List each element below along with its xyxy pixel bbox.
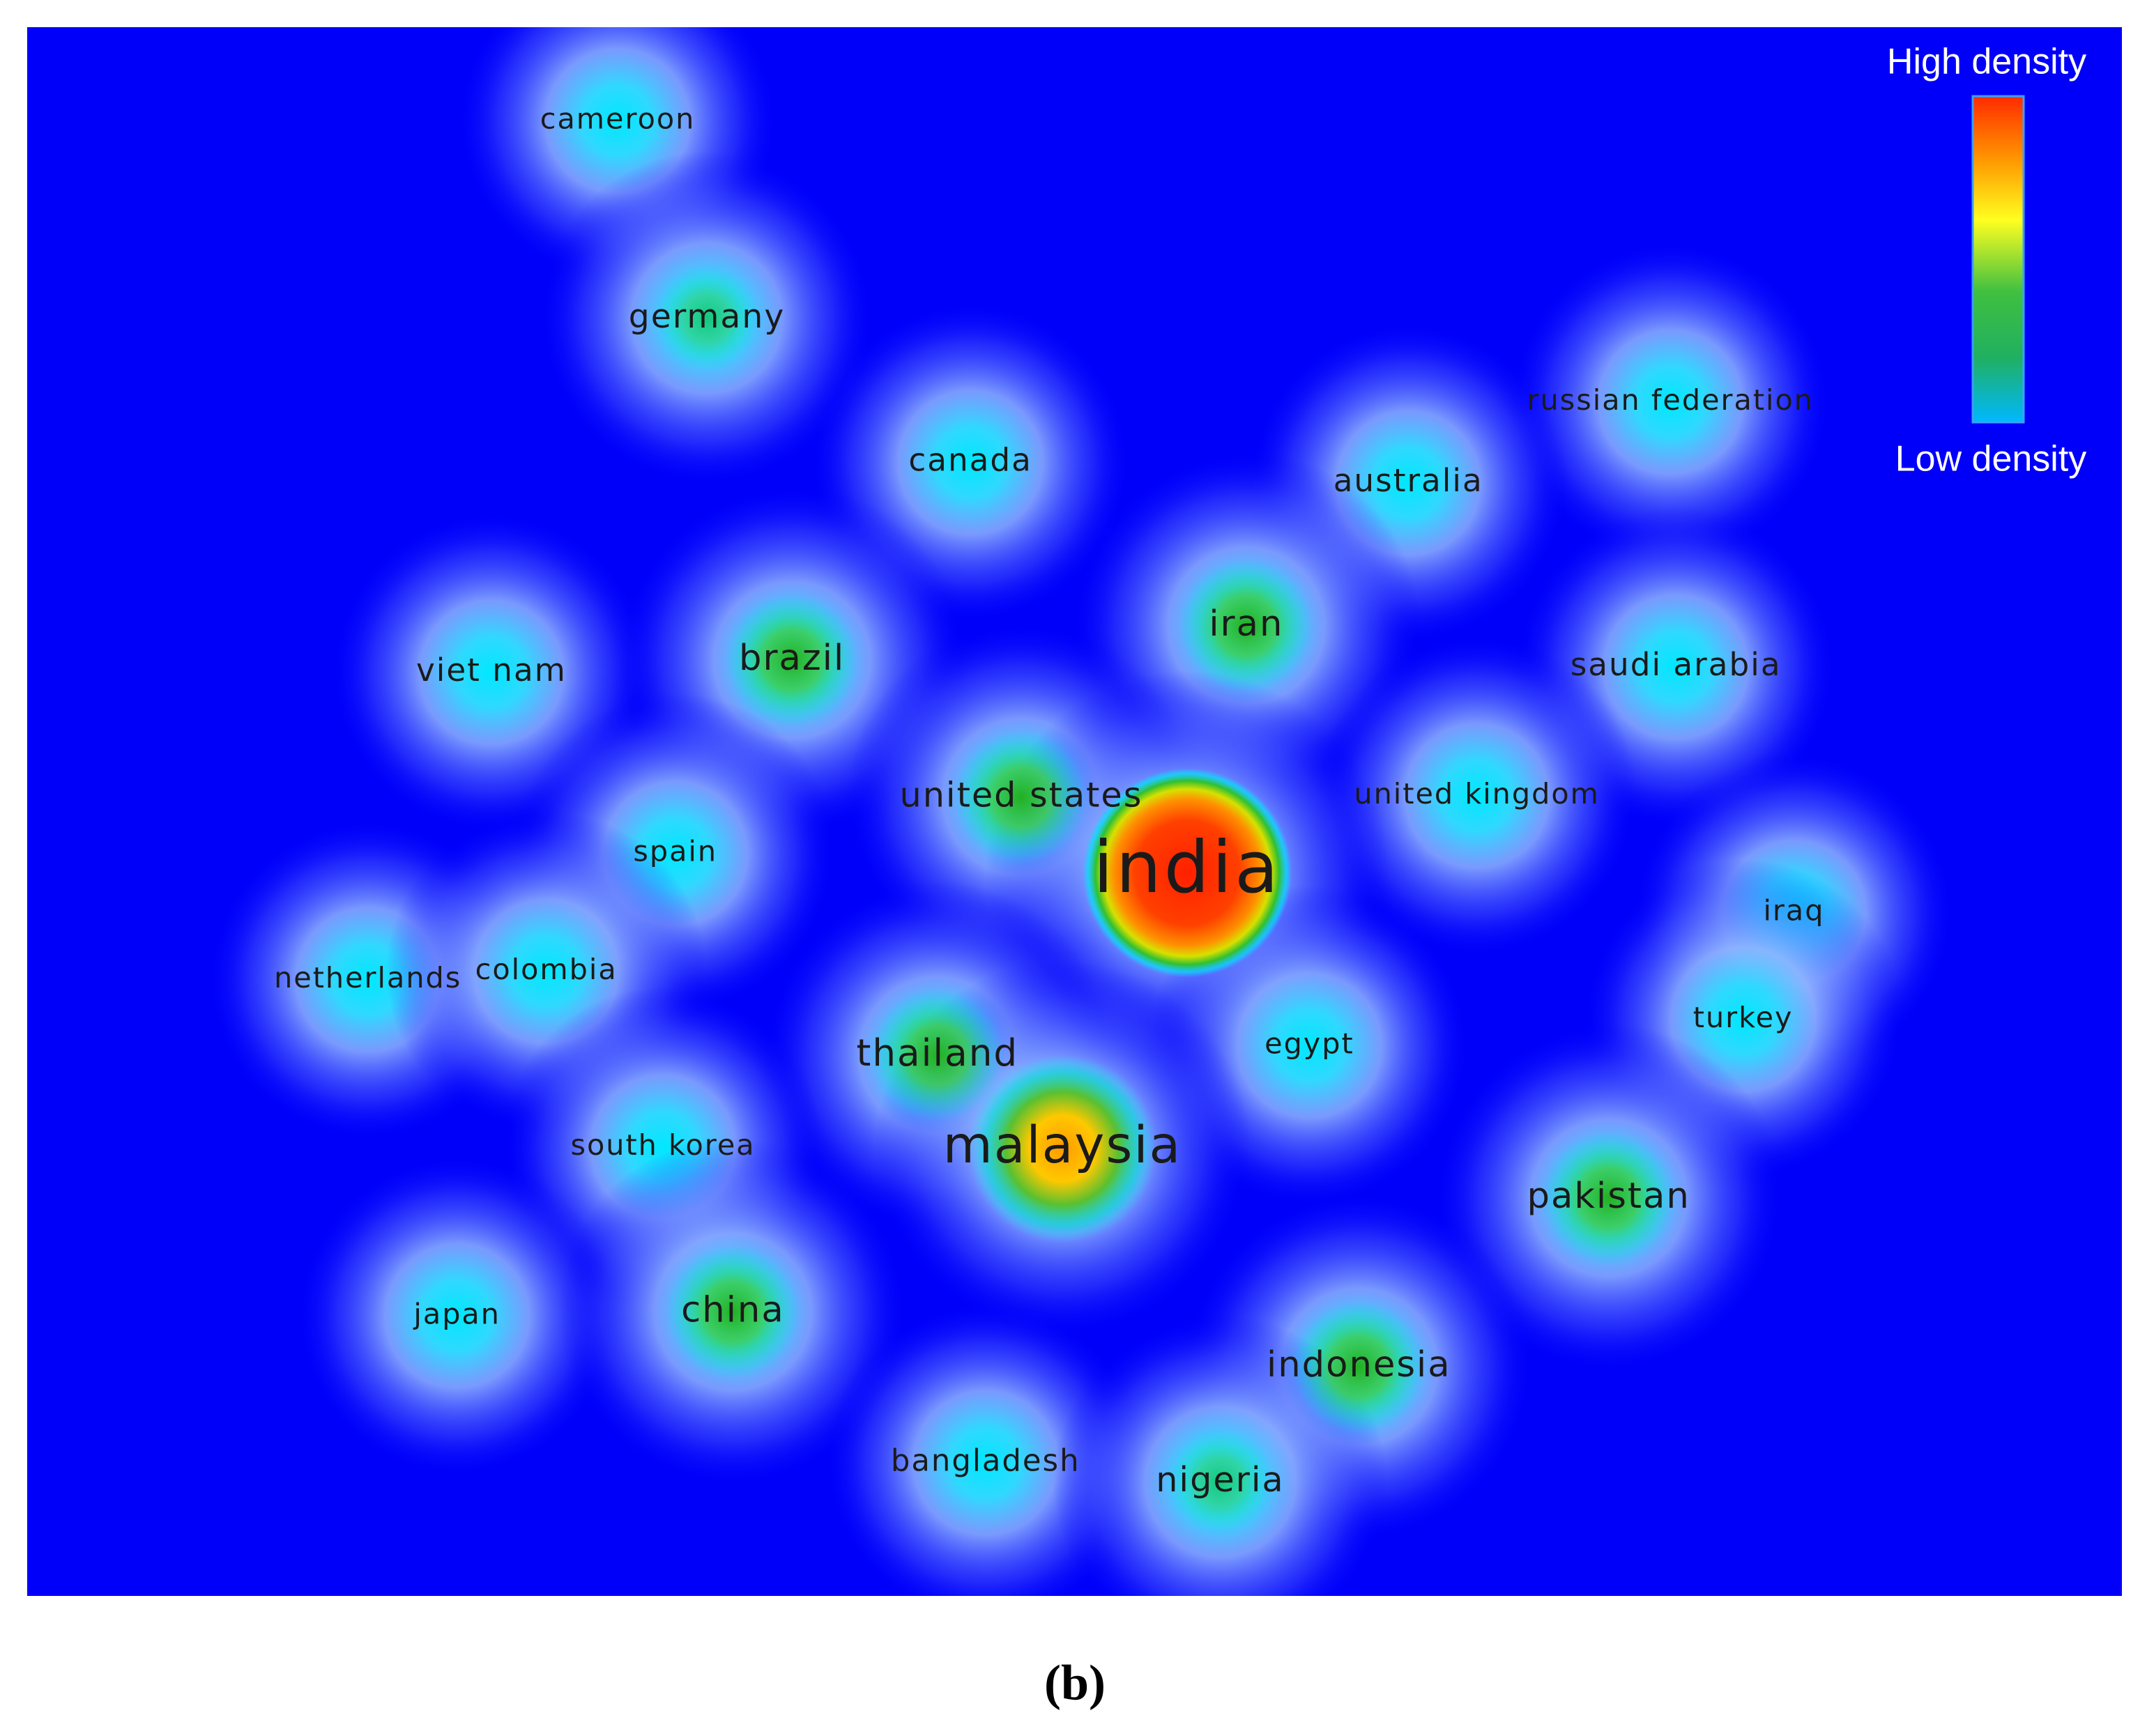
node-label: china [681, 1289, 785, 1330]
label-layer: cameroon germany canada russian federation a… [274, 102, 1824, 1500]
node-core [954, 730, 1087, 863]
node-label: cameroon [540, 102, 696, 135]
node-core [871, 989, 1004, 1122]
node-label: bangladesh [891, 1443, 1080, 1478]
node-halo [296, 1155, 618, 1477]
node-label: russian federation [1527, 383, 1814, 417]
node-core [1542, 1131, 1675, 1264]
node-core [1167, 1429, 1274, 1535]
node-label: south korea [570, 1128, 755, 1162]
node-label: japan [413, 1297, 501, 1330]
node-label: germany [629, 298, 786, 336]
density-colorbar [1971, 95, 2025, 424]
node-core [1292, 1300, 1426, 1434]
node-halo [1510, 241, 1831, 562]
node-label: egypt [1264, 1027, 1354, 1060]
node-label: spain [633, 835, 717, 868]
node-label: brazil [739, 637, 845, 679]
node-core [654, 265, 761, 371]
node-label: netherlands [274, 961, 461, 994]
node-label: united kingdom [1354, 777, 1600, 811]
node-label: turkey [1693, 1001, 1794, 1034]
node-label: united states [900, 774, 1143, 815]
node-halo [1316, 636, 1637, 957]
node-label: thailand [856, 1031, 1018, 1075]
node-label: india [1093, 827, 1281, 909]
core-layer [654, 265, 1675, 1535]
node-label: indonesia [1267, 1344, 1451, 1385]
node-label: viet nam [416, 652, 567, 689]
legend-high: High density [1887, 42, 2086, 82]
caption: (b) [1044, 1655, 1106, 1711]
node-core [1179, 559, 1313, 692]
node-core [968, 1054, 1157, 1243]
node-label: malaysia [943, 1116, 1182, 1175]
node-label: iran [1209, 603, 1283, 645]
node-core [726, 594, 859, 727]
halo-layer [207, 27, 1955, 1596]
node-core [1083, 768, 1292, 978]
node-label: pakistan [1527, 1175, 1690, 1217]
node-label: saudi arabia [1571, 646, 1782, 683]
node-label: canada [908, 442, 1032, 479]
node-label: colombia [475, 953, 618, 986]
node-label: australia [1334, 462, 1483, 499]
node-label: nigeria [1156, 1459, 1284, 1500]
node-label: iraq [1763, 893, 1824, 927]
legend-low: Low density [1895, 439, 2087, 479]
node-core [666, 1245, 800, 1378]
